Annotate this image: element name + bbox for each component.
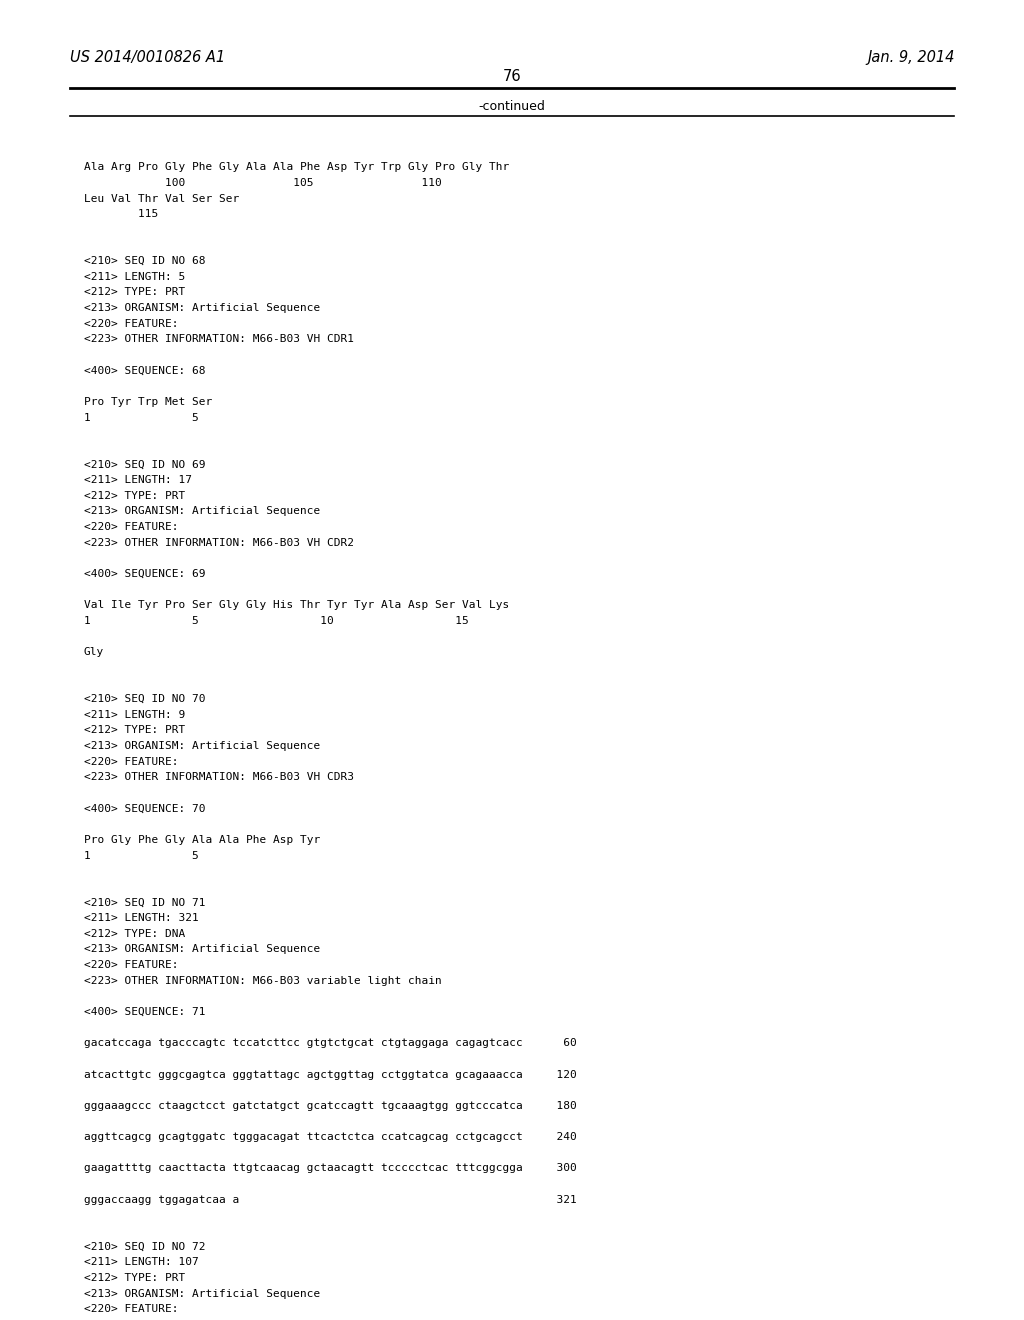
Text: gacatccaga tgacccagtc tccatcttcc gtgtctgcat ctgtaggaga cagagtcacc      60: gacatccaga tgacccagtc tccatcttcc gtgtctg…: [84, 1039, 577, 1048]
Text: <213> ORGANISM: Artificial Sequence: <213> ORGANISM: Artificial Sequence: [84, 741, 321, 751]
Text: <220> FEATURE:: <220> FEATURE:: [84, 756, 178, 767]
Text: <220> FEATURE:: <220> FEATURE:: [84, 1304, 178, 1315]
Text: <223> OTHER INFORMATION: M66-B03 variable light chain: <223> OTHER INFORMATION: M66-B03 variabl…: [84, 975, 441, 986]
Text: Jan. 9, 2014: Jan. 9, 2014: [867, 50, 954, 65]
Text: <213> ORGANISM: Artificial Sequence: <213> ORGANISM: Artificial Sequence: [84, 507, 321, 516]
Text: 1               5                  10                  15: 1 5 10 15: [84, 616, 469, 626]
Text: aggttcagcg gcagtggatc tgggacagat ttcactctca ccatcagcag cctgcagcct     240: aggttcagcg gcagtggatc tgggacagat ttcactc…: [84, 1133, 577, 1142]
Text: Val Ile Tyr Pro Ser Gly Gly His Thr Tyr Tyr Ala Asp Ser Val Lys: Val Ile Tyr Pro Ser Gly Gly His Thr Tyr …: [84, 601, 509, 610]
Text: <212> TYPE: PRT: <212> TYPE: PRT: [84, 288, 185, 297]
Text: <210> SEQ ID NO 69: <210> SEQ ID NO 69: [84, 459, 206, 470]
Text: <211> LENGTH: 17: <211> LENGTH: 17: [84, 475, 191, 486]
Text: 1               5: 1 5: [84, 413, 199, 422]
Text: gggaaagccc ctaagctcct gatctatgct gcatccagtt tgcaaagtgg ggtcccatca     180: gggaaagccc ctaagctcct gatctatgct gcatcca…: [84, 1101, 577, 1111]
Text: <223> OTHER INFORMATION: M66-B03 VH CDR2: <223> OTHER INFORMATION: M66-B03 VH CDR2: [84, 537, 354, 548]
Text: <223> OTHER INFORMATION: M66-B03 VH CDR3: <223> OTHER INFORMATION: M66-B03 VH CDR3: [84, 772, 354, 783]
Text: -continued: -continued: [478, 100, 546, 114]
Text: gaagattttg caacttacta ttgtcaacag gctaacagtt tccccctcac tttcggcgga     300: gaagattttg caacttacta ttgtcaacag gctaaca…: [84, 1163, 577, 1173]
Text: Leu Val Thr Val Ser Ser: Leu Val Thr Val Ser Ser: [84, 194, 240, 203]
Text: <400> SEQUENCE: 69: <400> SEQUENCE: 69: [84, 569, 206, 579]
Text: <220> FEATURE:: <220> FEATURE:: [84, 960, 178, 970]
Text: <210> SEQ ID NO 72: <210> SEQ ID NO 72: [84, 1242, 206, 1251]
Text: <213> ORGANISM: Artificial Sequence: <213> ORGANISM: Artificial Sequence: [84, 1288, 321, 1299]
Text: <400> SEQUENCE: 70: <400> SEQUENCE: 70: [84, 804, 206, 813]
Text: 115: 115: [84, 210, 159, 219]
Text: gggaccaagg tggagatcaa a                                               321: gggaccaagg tggagatcaa a 321: [84, 1195, 577, 1205]
Text: 76: 76: [503, 69, 521, 83]
Text: <212> TYPE: DNA: <212> TYPE: DNA: [84, 929, 185, 939]
Text: 1               5: 1 5: [84, 850, 199, 861]
Text: 100                105                110: 100 105 110: [84, 178, 441, 187]
Text: <212> TYPE: PRT: <212> TYPE: PRT: [84, 726, 185, 735]
Text: <212> TYPE: PRT: <212> TYPE: PRT: [84, 491, 185, 500]
Text: Ala Arg Pro Gly Phe Gly Ala Ala Phe Asp Tyr Trp Gly Pro Gly Thr: Ala Arg Pro Gly Phe Gly Ala Ala Phe Asp …: [84, 162, 509, 173]
Text: <213> ORGANISM: Artificial Sequence: <213> ORGANISM: Artificial Sequence: [84, 304, 321, 313]
Text: <211> LENGTH: 9: <211> LENGTH: 9: [84, 710, 185, 719]
Text: <211> LENGTH: 5: <211> LENGTH: 5: [84, 272, 185, 282]
Text: <212> TYPE: PRT: <212> TYPE: PRT: [84, 1272, 185, 1283]
Text: Pro Gly Phe Gly Ala Ala Phe Asp Tyr: Pro Gly Phe Gly Ala Ala Phe Asp Tyr: [84, 836, 321, 845]
Text: <220> FEATURE:: <220> FEATURE:: [84, 523, 178, 532]
Text: <210> SEQ ID NO 71: <210> SEQ ID NO 71: [84, 898, 206, 908]
Text: Pro Tyr Trp Met Ser: Pro Tyr Trp Met Ser: [84, 397, 212, 407]
Text: <220> FEATURE:: <220> FEATURE:: [84, 319, 178, 329]
Text: <210> SEQ ID NO 70: <210> SEQ ID NO 70: [84, 694, 206, 704]
Text: <400> SEQUENCE: 71: <400> SEQUENCE: 71: [84, 1007, 206, 1016]
Text: <213> ORGANISM: Artificial Sequence: <213> ORGANISM: Artificial Sequence: [84, 945, 321, 954]
Text: <210> SEQ ID NO 68: <210> SEQ ID NO 68: [84, 256, 206, 267]
Text: <400> SEQUENCE: 68: <400> SEQUENCE: 68: [84, 366, 206, 376]
Text: Gly: Gly: [84, 647, 104, 657]
Text: US 2014/0010826 A1: US 2014/0010826 A1: [70, 50, 224, 65]
Text: atcacttgtc gggcgagtca gggtattagc agctggttag cctggtatca gcagaaacca     120: atcacttgtc gggcgagtca gggtattagc agctggt…: [84, 1069, 577, 1080]
Text: <211> LENGTH: 321: <211> LENGTH: 321: [84, 913, 199, 923]
Text: <211> LENGTH: 107: <211> LENGTH: 107: [84, 1258, 199, 1267]
Text: <223> OTHER INFORMATION: M66-B03 VH CDR1: <223> OTHER INFORMATION: M66-B03 VH CDR1: [84, 334, 354, 345]
